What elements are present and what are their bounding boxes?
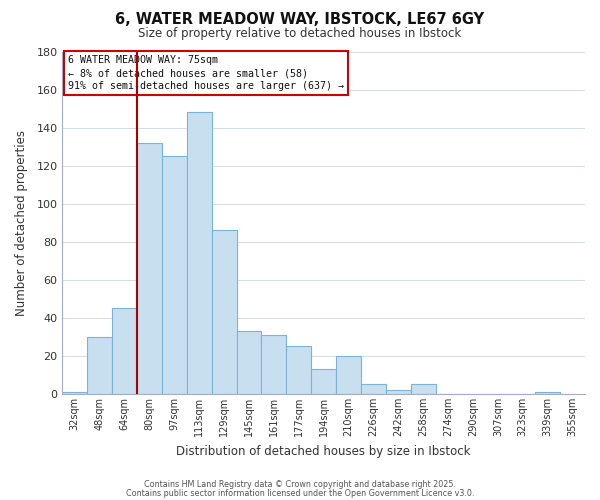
Bar <box>112 308 137 394</box>
Bar <box>187 112 212 394</box>
Bar <box>236 331 262 394</box>
Bar <box>137 143 162 394</box>
Bar <box>162 156 187 394</box>
Text: Contains public sector information licensed under the Open Government Licence v3: Contains public sector information licen… <box>126 489 474 498</box>
Bar <box>535 392 560 394</box>
Bar <box>286 346 311 394</box>
X-axis label: Distribution of detached houses by size in Ibstock: Distribution of detached houses by size … <box>176 444 471 458</box>
Bar <box>361 384 386 394</box>
Bar <box>262 335 286 394</box>
Text: 6, WATER MEADOW WAY, IBSTOCK, LE67 6GY: 6, WATER MEADOW WAY, IBSTOCK, LE67 6GY <box>115 12 485 28</box>
Y-axis label: Number of detached properties: Number of detached properties <box>15 130 28 316</box>
Bar <box>386 390 411 394</box>
Bar <box>411 384 436 394</box>
Text: Contains HM Land Registry data © Crown copyright and database right 2025.: Contains HM Land Registry data © Crown c… <box>144 480 456 489</box>
Bar <box>311 370 336 394</box>
Bar <box>212 230 236 394</box>
Bar <box>62 392 87 394</box>
Text: Size of property relative to detached houses in Ibstock: Size of property relative to detached ho… <box>139 28 461 40</box>
Bar <box>336 356 361 394</box>
Bar <box>87 337 112 394</box>
Text: 6 WATER MEADOW WAY: 75sqm
← 8% of detached houses are smaller (58)
91% of semi-d: 6 WATER MEADOW WAY: 75sqm ← 8% of detach… <box>68 55 344 92</box>
